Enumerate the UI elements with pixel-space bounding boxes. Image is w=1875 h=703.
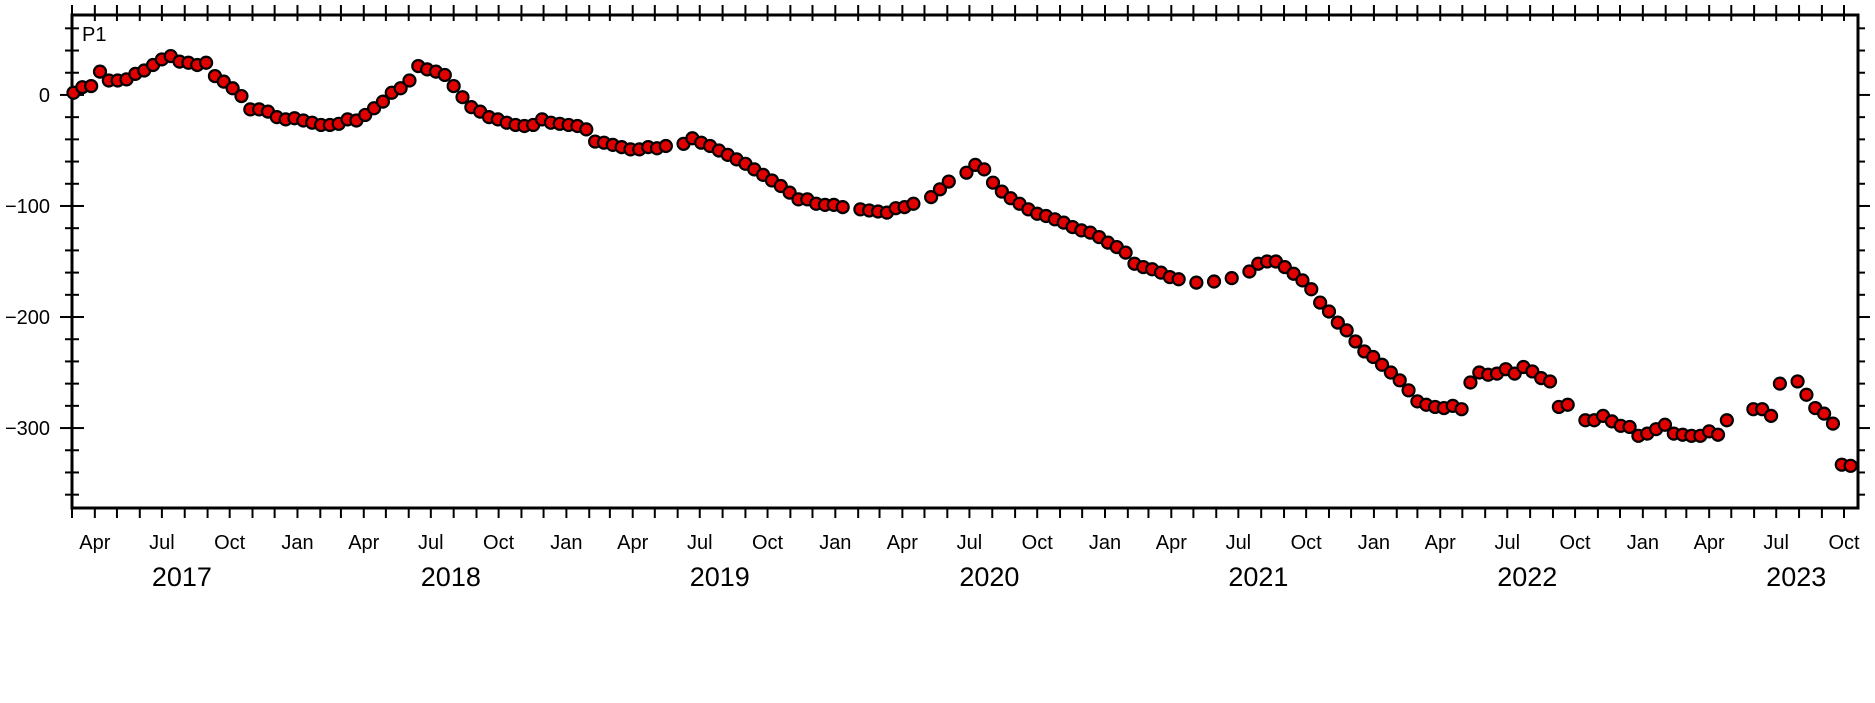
data-point (579, 122, 594, 137)
data-point (1825, 416, 1841, 431)
data-point (1542, 374, 1558, 389)
data-point (92, 64, 108, 79)
x-month-label: Jan (281, 532, 313, 554)
x-month-label: Jul (1763, 532, 1789, 554)
data-point (1295, 273, 1310, 288)
y-tick-label: 0 (39, 85, 50, 107)
data-point (1383, 365, 1398, 380)
y-tick-label: −300 (5, 418, 50, 440)
ticks-layer (60, 5, 1870, 518)
x-month-label: Apr (348, 532, 379, 554)
data-point (1763, 408, 1779, 423)
panel-label: P1 (82, 24, 106, 46)
data-point (1171, 272, 1186, 287)
x-month-label: Jan (1627, 532, 1659, 554)
data-point (658, 138, 673, 154)
x-year-label: 2022 (1497, 562, 1557, 592)
data-point (1401, 383, 1416, 398)
x-month-label: Oct (214, 532, 246, 554)
data-point (198, 55, 214, 70)
x-month-label: Oct (752, 532, 784, 554)
data-point (1224, 271, 1239, 286)
x-month-label: Oct (1560, 532, 1592, 554)
data-point (932, 182, 948, 197)
data-point (1392, 373, 1407, 388)
x-month-label: Jan (550, 532, 582, 554)
data-point (1719, 413, 1734, 428)
data-point (1622, 419, 1637, 435)
data-point (1313, 295, 1328, 310)
x-month-label: Apr (1694, 532, 1725, 554)
x-month-label: Jul (418, 532, 444, 554)
x-month-label: Jan (1358, 532, 1390, 554)
x-month-label: Apr (617, 532, 648, 554)
data-point (924, 189, 939, 205)
x-month-label: Jul (1226, 532, 1252, 554)
x-month-label: Apr (1156, 532, 1187, 554)
data-point (959, 165, 974, 180)
data-point (446, 78, 461, 94)
x-month-label: Jul (957, 532, 983, 554)
data-points (66, 48, 1858, 473)
y-tick-label: −100 (5, 196, 50, 218)
data-point (437, 67, 452, 83)
data-point (84, 78, 99, 94)
x-year-label: 2018 (421, 562, 481, 592)
data-point (906, 196, 921, 211)
data-point (1463, 375, 1478, 390)
x-month-label: Jan (819, 532, 851, 554)
data-point (1454, 402, 1469, 417)
data-point (1799, 387, 1814, 402)
x-year-label: 2017 (152, 562, 212, 592)
data-point (225, 81, 240, 96)
data-point (455, 90, 470, 105)
x-month-label: Oct (1022, 532, 1054, 554)
x-month-label: Apr (1425, 532, 1456, 554)
data-point (1189, 275, 1204, 290)
data-point (1374, 357, 1390, 372)
data-point (1206, 274, 1222, 289)
x-month-label: Oct (1291, 532, 1323, 554)
x-month-label: Jan (1089, 532, 1121, 554)
x-year-label: 2020 (959, 562, 1019, 592)
x-month-label: Jul (149, 532, 175, 554)
data-point (375, 94, 391, 109)
y-tick-label: −200 (5, 307, 50, 329)
data-point (1817, 406, 1832, 421)
x-month-label: Apr (79, 532, 110, 554)
data-point (1366, 349, 1381, 365)
data-point (1330, 315, 1345, 330)
data-point (234, 88, 249, 104)
data-point (1710, 427, 1726, 442)
tick-labels: 0 −100 −200 −300 Apr Jul Oct Jan Apr Jul Oct Jan Apr… (5, 85, 1860, 592)
x-month-label: Jul (687, 532, 713, 554)
data-point (1321, 304, 1337, 319)
data-point (1790, 374, 1805, 389)
data-point (835, 199, 850, 215)
plot-frame (70, 13, 1860, 510)
data-point (977, 162, 992, 177)
data-point (1339, 323, 1354, 338)
data-point (1304, 282, 1319, 297)
data-point (1118, 245, 1133, 260)
data-point (1348, 334, 1363, 349)
data-point (1843, 458, 1858, 473)
x-year-label: 2023 (1766, 562, 1826, 592)
x-month-label: Oct (1828, 532, 1860, 554)
x-month-label: Jul (1494, 532, 1520, 554)
x-month-label: Oct (483, 532, 515, 554)
data-point (402, 73, 417, 88)
data-point (1242, 264, 1257, 279)
x-year-label: 2019 (690, 562, 750, 592)
x-year-label: 2021 (1228, 562, 1288, 592)
data-point (1772, 376, 1787, 391)
data-point (1560, 397, 1575, 412)
x-month-label: Apr (887, 532, 918, 554)
data-point (985, 175, 1001, 190)
data-point (393, 81, 408, 96)
data-point (941, 174, 956, 189)
data-point (1657, 417, 1673, 432)
